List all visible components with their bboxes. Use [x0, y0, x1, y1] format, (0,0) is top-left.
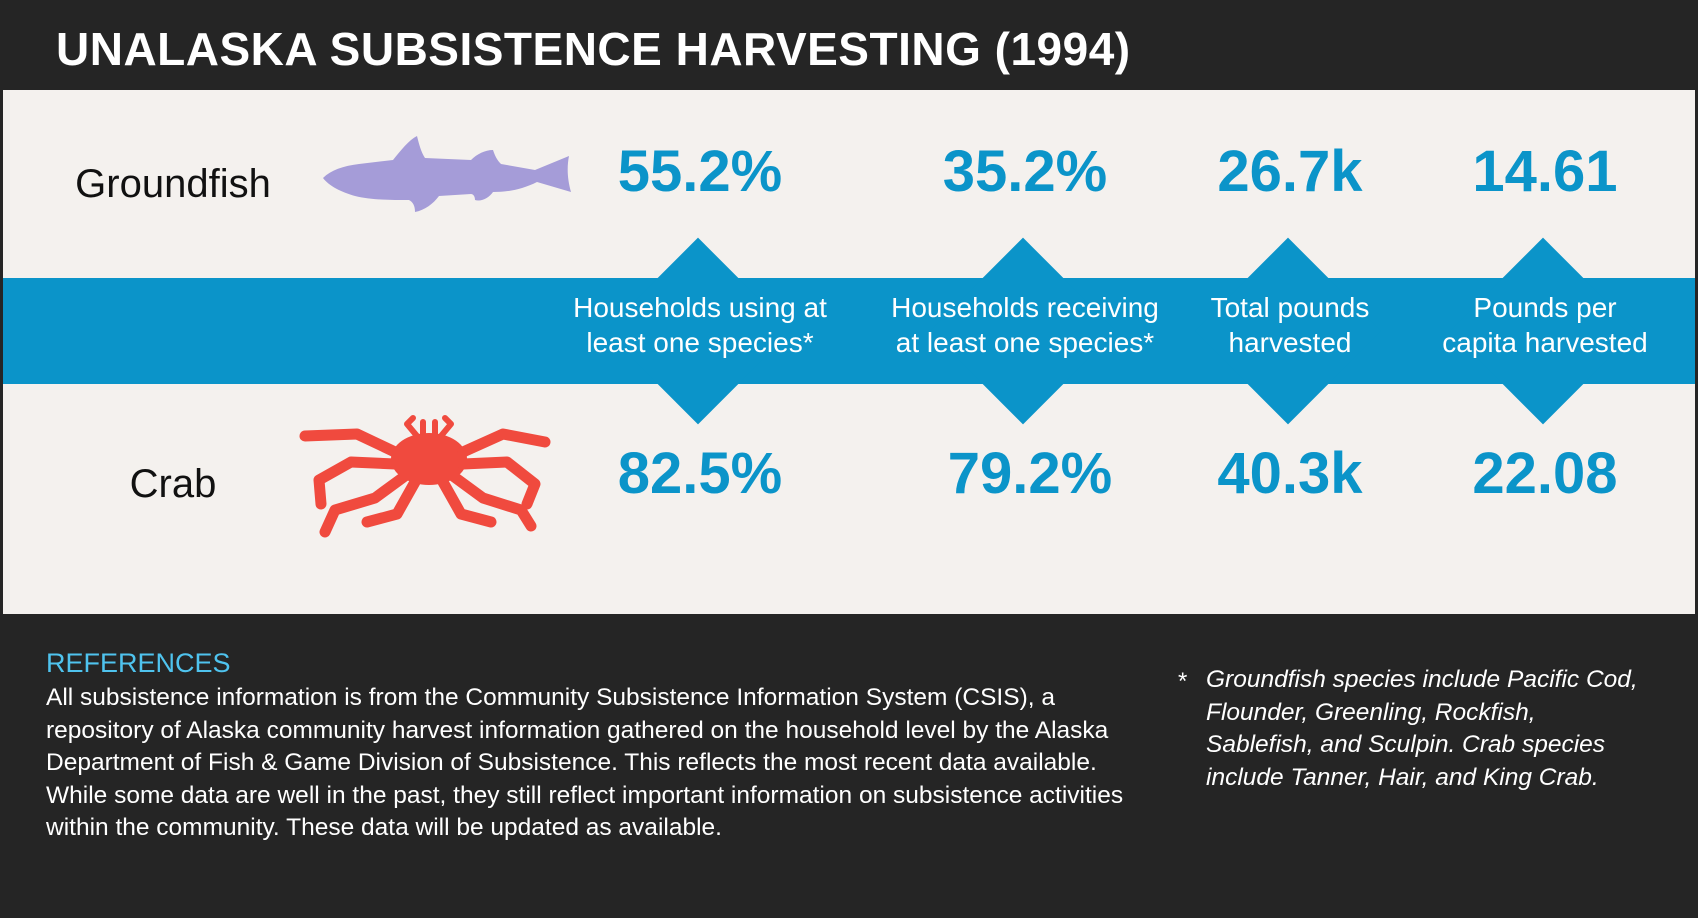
metric-label-line: Pounds per: [1473, 292, 1617, 323]
metric-label-line: least one species*: [586, 327, 814, 358]
metric-label-line: Households using at: [573, 292, 827, 323]
metric-band: [3, 278, 1695, 384]
groundfish-stat-total-pounds: 26.7k: [1217, 139, 1363, 204]
groundfish-icon: [321, 134, 575, 214]
references-heading: REFERENCES: [46, 648, 231, 678]
metric-label-line: capita harvested: [1442, 327, 1648, 358]
crab-stat-total-pounds: 40.3k: [1217, 441, 1363, 506]
crab-icon: [295, 414, 563, 540]
row-label-groundfish: Groundfish: [75, 162, 271, 206]
metric-label-pounds-per-capita: Pounds per capita harvested: [1410, 290, 1680, 360]
page-title: UNALASKA SUBSISTENCE HARVESTING (1994): [56, 23, 1131, 75]
metric-label-households-using: Households using at least one species*: [550, 290, 850, 360]
crab-stat-households-receiving: 79.2%: [947, 441, 1113, 506]
groundfish-stat-households-using: 55.2%: [617, 139, 783, 204]
references-body: All subsistence information is from the …: [46, 684, 1124, 841]
species-footnote: Groundfish species include Pacific Cod, …: [1206, 666, 1638, 791]
stats-panel: Groundfish Crab: [3, 90, 1695, 614]
groundfish-stat-pounds-per-capita: 14.61: [1472, 139, 1618, 204]
metric-label-line: at least one species*: [895, 327, 1155, 358]
header-bar: UNALASKA SUBSISTENCE HARVESTING (1994): [0, 0, 1698, 90]
crab-stat-pounds-per-capita: 22.08: [1472, 441, 1618, 506]
row-label-crab: Crab: [129, 462, 217, 506]
metric-label-line: Households receiving: [891, 292, 1159, 323]
metric-label-line: harvested: [1228, 327, 1352, 358]
crab-stat-households-using: 82.5%: [617, 441, 783, 506]
footnote-marker: *: [1178, 668, 1188, 695]
groundfish-stat-households-receiving: 35.2%: [942, 139, 1108, 204]
metric-label-households-receiving: Households receiving at least one specie…: [865, 290, 1185, 360]
metric-label-total-pounds: Total pounds harvested: [1180, 290, 1400, 360]
metric-label-line: Total pounds: [1210, 292, 1370, 323]
